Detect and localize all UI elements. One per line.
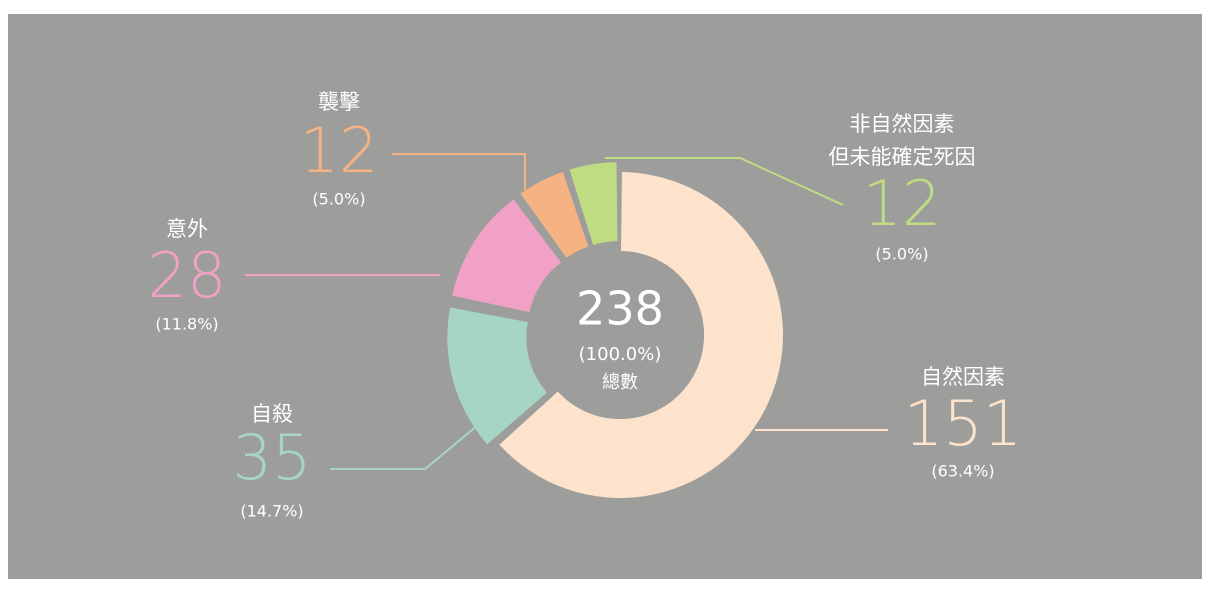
percent-label: (63.4%) [931,462,994,481]
percent-label: (5.0%) [875,245,928,264]
percent-label: (14.7%) [240,502,303,521]
center-label: 總數 [602,372,638,393]
category-label: 非自然因素但未能確定死因 [829,112,976,169]
leader-line [392,153,526,190]
category-label: 自然因素 [921,365,1005,389]
donut-slice [499,172,783,499]
center-total: 238 [576,282,664,336]
value-label: 151 [904,387,1022,460]
leader-line [330,424,479,470]
percent-label: (5.0%) [312,190,365,209]
percent-label: (11.8%) [155,315,218,334]
center-percent: (100.0%) [579,344,662,365]
donut-slice [452,199,562,313]
donut-slice [447,307,547,445]
value-label: 12 [863,167,942,240]
donut-slice [520,171,589,258]
category-label: 自殺 [251,402,293,426]
value-label: 28 [148,239,227,312]
category-label: 襲擊 [318,90,360,114]
category-label: 意外 [166,217,208,241]
value-label: 35 [233,421,312,494]
leader-line [605,157,844,206]
donut-hole [536,251,704,419]
donut-slice [569,162,618,245]
value-label: 12 [300,114,379,187]
